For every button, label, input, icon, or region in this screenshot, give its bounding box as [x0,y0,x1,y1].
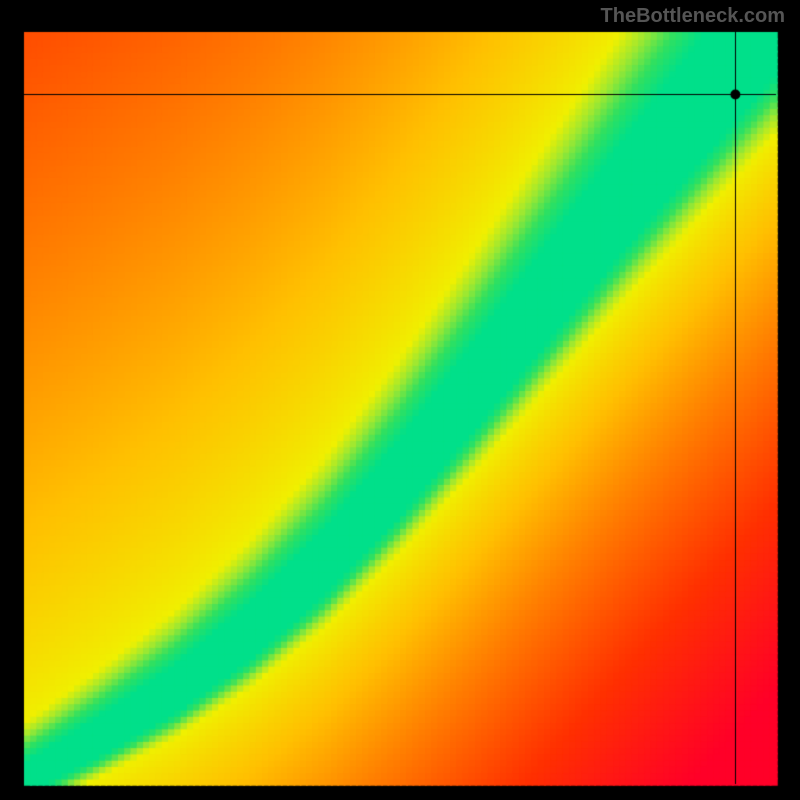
chart-container: TheBottleneck.com [0,0,800,800]
heatmap-canvas [0,0,800,800]
watermark-text: TheBottleneck.com [601,5,785,28]
